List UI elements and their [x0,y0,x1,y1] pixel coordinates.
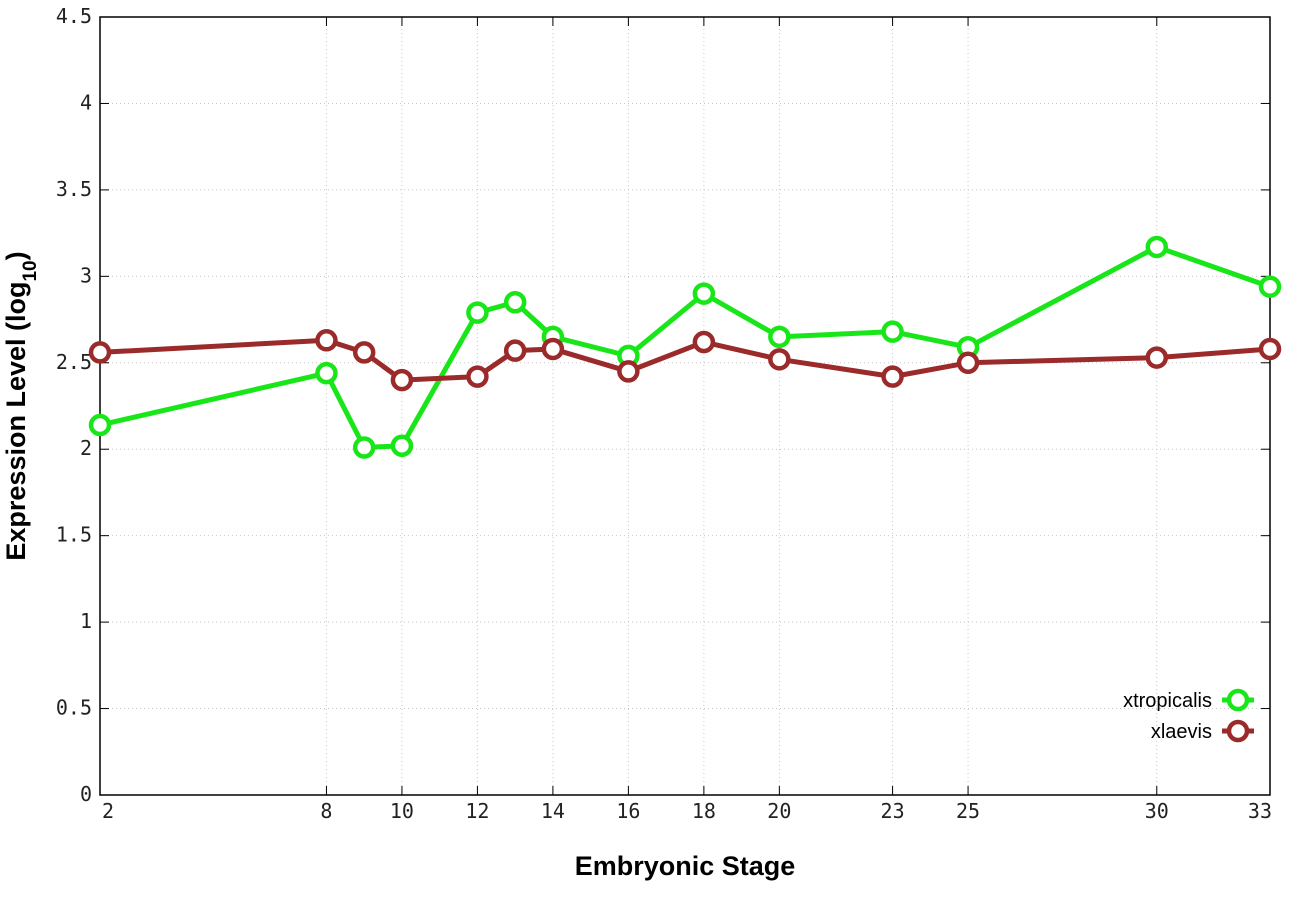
axis-ticks: 0 0.5 1 1.5 2 2.5 3 3.5 4 4.5 2 8 10 12 14 16 18 20 23 25 30… [56,4,1272,823]
y-tick-label: 3.5 [56,177,92,201]
y-axis-title: Expression Level (log10) [1,251,41,560]
y-axis-title-close: ) [1,251,31,260]
series-xlaevis [88,329,1282,392]
legend-swatch-marker-xtropicalis [1226,688,1250,712]
legend: xtropicalis xlaevis [1123,688,1254,743]
x-tick-label: 10 [390,799,414,823]
data-point-xtropicalis [881,320,904,343]
plot-frame [99,16,1271,796]
y-tick-label: 0.5 [56,696,92,720]
legend-swatch-marker-xlaevis [1226,719,1250,743]
y-axis-title-main: Expression Level (log [1,282,31,561]
data-point-xlaevis [88,341,112,364]
x-tick-label: 16 [616,799,640,823]
y-tick-label: 0 [80,782,92,806]
data-point-xlaevis [503,339,527,362]
series-line-xlaevis [99,337,1271,383]
data-point-xlaevis [881,365,904,388]
y-tick-label: 2.5 [56,350,92,374]
data-point-xtropicalis [88,413,112,437]
data-point-xtropicalis [768,325,791,349]
data-point-xlaevis [390,368,414,392]
data-point-xtropicalis [1258,275,1282,298]
data-point-xlaevis [541,337,565,361]
data-point-xtropicalis [503,291,527,314]
data-point-xlaevis [692,330,716,354]
data-point-xtropicalis [466,301,489,324]
data-point-xtropicalis [315,361,338,385]
data-point-xtropicalis [1145,235,1169,259]
data-point-xtropicalis [692,282,716,305]
data-point-xlaevis [315,329,338,352]
data-point-xlaevis [956,351,980,375]
data-point-xtropicalis [390,434,414,458]
x-tick-label: 18 [692,799,716,823]
x-tick-label: 2 [102,799,114,823]
y-tick-label: 2 [80,436,92,460]
y-axis-title-subscript: 10 [20,260,41,281]
x-tick-label: 30 [1145,799,1169,823]
data-point-xlaevis [617,360,640,383]
y-tick-label: 4 [80,90,92,114]
x-tick-label: 33 [1248,799,1272,823]
grid-lines [100,17,1270,795]
y-tick-label: 1.5 [56,523,92,547]
legend-label-xtropicalis: xtropicalis [1123,690,1212,712]
data-point-xlaevis [466,365,489,388]
series-xtropicalis [88,235,1282,459]
data-point-xtropicalis [352,436,376,459]
data-point-xlaevis [1258,337,1282,361]
x-tick-label: 8 [320,799,332,823]
series-layer [88,235,1282,459]
data-point-xlaevis [768,348,791,371]
x-tick-label: 23 [881,799,905,823]
x-tick-label: 20 [767,799,791,823]
y-tick-label: 1 [80,609,92,633]
data-point-xlaevis [352,341,376,364]
x-tick-label: 12 [465,799,489,823]
y-tick-label: 3 [80,263,92,287]
x-tick-label: 25 [956,799,980,823]
data-point-xlaevis [1145,346,1169,369]
y-tick-label: 4.5 [56,4,92,28]
x-axis-title: Embryonic Stage [575,851,796,881]
x-tick-label: 14 [541,799,565,823]
legend-label-xlaevis: xlaevis [1151,721,1212,743]
